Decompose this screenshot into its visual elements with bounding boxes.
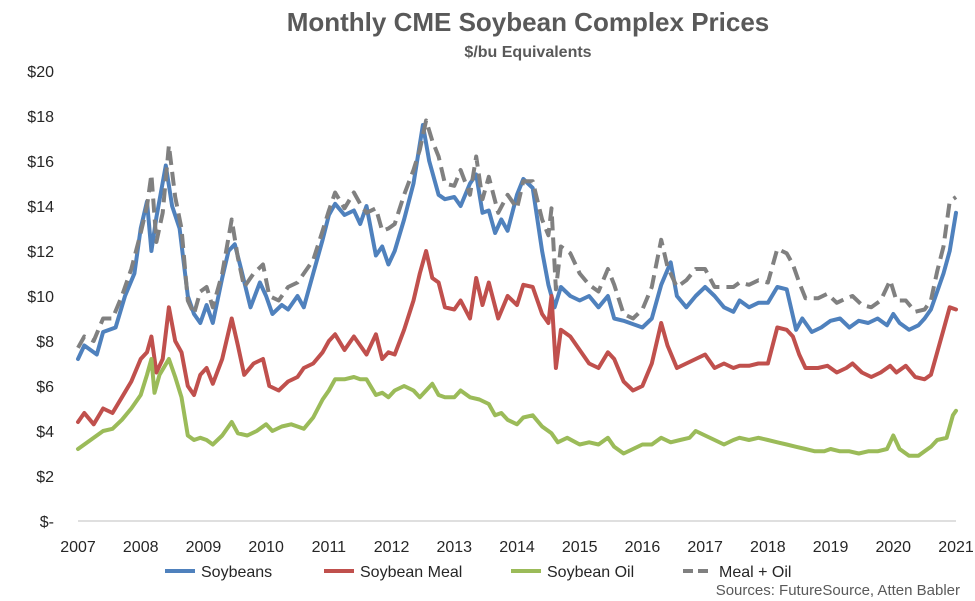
x-tick-label: 2016: [625, 539, 661, 556]
x-tick-label: 2007: [60, 539, 96, 556]
x-tick-label: 2021: [938, 539, 974, 556]
series-line-soybeans: [76, 123, 958, 361]
y-tick-label: $8: [36, 334, 54, 351]
y-tick-label: $6: [36, 379, 54, 396]
x-tick-label: 2017: [687, 539, 723, 556]
y-tick-label: $18: [27, 109, 54, 126]
x-tick-label: 2010: [248, 539, 284, 556]
x-tick-label: 2020: [875, 539, 911, 556]
series-line-soybean-meal: [76, 249, 958, 427]
y-tick-label: $10: [27, 289, 54, 306]
y-tick-label: $14: [27, 199, 54, 216]
y-tick-label: $16: [27, 154, 54, 171]
plot-area: [76, 118, 958, 458]
chart-title: Monthly CME Soybean Complex Prices: [287, 7, 770, 37]
source-note: Sources: FutureSource, Atten Babler: [716, 582, 960, 599]
legend: Soybeans Soybean Meal Soybean Oil Meal + Oi…: [165, 564, 791, 581]
y-tick-label: $4: [36, 424, 54, 441]
chart-subtitle: $/bu Equivalents: [464, 44, 591, 61]
x-tick-label: 2011: [312, 539, 347, 556]
legend-label: Soybean Meal: [360, 564, 462, 581]
x-tick-label: 2018: [750, 539, 786, 556]
x-tick-label: 2013: [436, 539, 472, 556]
y-tick-label: $20: [27, 64, 54, 81]
y-tick-label: $-: [40, 514, 54, 531]
x-tick-label: 2008: [123, 539, 159, 556]
x-tick-label: 2015: [562, 539, 598, 556]
y-tick-label: $12: [27, 244, 54, 261]
y-axis: $- $2 $4 $6 $8 $10 $12 $14 $16 $18 $20: [27, 64, 54, 531]
x-tick-label: 2019: [813, 539, 849, 556]
x-tick-label: 2014: [499, 539, 535, 556]
y-tick-label: $2: [36, 469, 54, 486]
x-tick-label: 2009: [186, 539, 222, 556]
series-line-soybean-oil: [76, 357, 958, 458]
legend-label: Soybean Oil: [547, 564, 634, 581]
series-line-meal-oil: [76, 118, 958, 349]
x-tick-label: 2012: [374, 539, 410, 556]
legend-label: Meal + Oil: [719, 564, 791, 581]
legend-label: Soybeans: [201, 564, 272, 581]
x-axis: 2007 2008 2009 2010 2011 2012 2013 2014 2015 2016…: [60, 520, 974, 556]
